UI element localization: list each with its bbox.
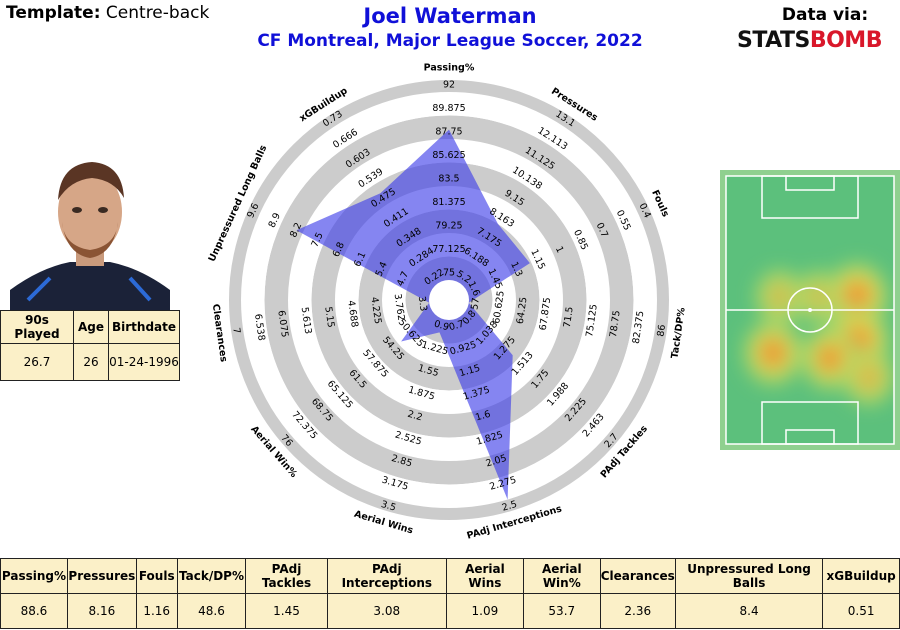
radar-tick-label: 3.5	[380, 499, 398, 514]
radar-tick-label: 5.613	[299, 306, 314, 334]
team-league-subtitle: CF Montreal, Major League Soccer, 2022	[257, 31, 643, 51]
logo-stats-text: STATS	[737, 28, 810, 53]
touch-heatmap-pitch	[720, 170, 900, 450]
radar-tick-label: 4.225	[368, 296, 383, 324]
radar-axis-label: Tack/DP%	[669, 306, 687, 359]
stats-value-cell: 1.16	[135, 593, 178, 629]
radar-tick-label: 3.762	[392, 293, 407, 321]
radar-tick-label: 87.75	[435, 127, 462, 138]
radar-tick-label: 1.6	[474, 409, 492, 424]
template-label: Template: Centre-back	[6, 3, 209, 23]
radar-player-shape	[296, 129, 530, 500]
data-via-label: Data via:	[781, 5, 869, 25]
statsbomb-logo: STATSBOMB	[737, 28, 882, 53]
heat-blob	[768, 283, 792, 310]
radar-center-hole	[429, 280, 469, 320]
stats-header-row: Passing% Pressures Fouls Tack/DP% PAdj Tackl…	[0, 558, 900, 594]
radar-tick-label: 3.3	[416, 296, 429, 313]
radar-tick-label: 71.5	[562, 306, 576, 329]
stats-value-cell: 1.45	[245, 593, 328, 629]
radar-tick-label: 0.9	[433, 318, 451, 333]
heat-blob	[807, 284, 830, 309]
radar-tick-label: 64.25	[515, 296, 530, 324]
heat-blob	[765, 344, 781, 362]
stats-header-cell: xGBuildup	[822, 558, 900, 594]
player-name-title: Joel Waterman	[363, 4, 537, 28]
heat-blob	[856, 363, 882, 391]
stats-value-cell: 0.51	[822, 593, 900, 629]
stats-value-cell: 2.36	[599, 593, 676, 629]
template-label-value: Centre-back	[105, 3, 210, 23]
radar-tick-label: 82.375	[631, 310, 647, 344]
stats-header-cell: Aerial Wins	[445, 558, 524, 594]
stats-value-cell: 48.6	[176, 593, 247, 629]
radar-tick-label: 89.875	[432, 103, 465, 114]
radar-tick-label: 6.538	[252, 313, 267, 341]
stats-header-cell: Pressures	[66, 558, 137, 594]
radar-tick-label: 79.25	[435, 221, 462, 232]
radar-tick-label: 4.688	[345, 300, 360, 328]
radar-axis-label: Clearances	[210, 303, 229, 363]
stats-value-cell: 1.09	[445, 593, 524, 629]
radar-chart: 75 77.125 79.25 81.375 83.5 85.625 87.75 89.875…	[207, 63, 688, 542]
radar-tick-label: 0.7	[448, 318, 466, 333]
radar-outer-ring	[229, 80, 669, 520]
radar-tick-label: 83.5	[438, 174, 459, 185]
stats-header-cell: Unpressured Long Balls	[674, 558, 824, 594]
radar-tick-label: 75.125	[584, 303, 600, 337]
radar-tick-label: 57	[469, 297, 482, 311]
radar-tick-label: 75	[443, 268, 455, 279]
player-photo	[10, 162, 170, 310]
radar-tick-label: 78.75	[608, 310, 623, 338]
info-value-age: 26	[73, 343, 109, 381]
radar-tick-label: 85.625	[432, 150, 465, 161]
info-header-90s: 90s Played	[0, 310, 74, 344]
heat-blob	[773, 289, 786, 304]
heat-blobs	[743, 262, 894, 406]
info-value-90s: 26.7	[0, 343, 74, 381]
heat-blob	[862, 369, 876, 384]
stats-header-cell: PAdj Interceptions	[326, 558, 447, 594]
radar-tick-label: 86	[655, 324, 668, 338]
radar-tick-label: 2.5	[501, 499, 519, 514]
stats-value-cell: 53.7	[522, 593, 601, 629]
radar-tick-label: 81.375	[432, 197, 465, 208]
player-info-table: 90s Played Age Birthdate 26.7 26 01-24-1…	[0, 310, 180, 381]
stats-value-cell: 8.16	[66, 593, 137, 629]
radar-tick-label: 77.125	[432, 244, 465, 255]
info-header-age: Age	[73, 310, 109, 344]
stats-table: Passing% Pressures Fouls Tack/DP% PAdj Tackl…	[0, 558, 900, 629]
radar-tick-label: 5.15	[322, 306, 336, 329]
info-header-birthdate: Birthdate	[108, 310, 180, 344]
radar-tick-label: 92	[443, 80, 455, 91]
radar-tick-label: 67.875	[538, 297, 554, 331]
radar-ring	[241, 92, 657, 508]
radar-ring	[264, 115, 634, 485]
stats-header-cell: Aerial Win%	[522, 558, 601, 594]
stats-value-cell: 88.6	[0, 593, 68, 629]
stats-value-cell: 8.4	[674, 593, 824, 629]
heat-blob	[822, 349, 838, 367]
stats-header-cell: Fouls	[135, 558, 178, 594]
stats-header-cell: Tack/DP%	[176, 558, 247, 594]
stats-value-row: 88.6 8.16 1.16 48.6 1.45 3.08 1.09 53.7 2.36 8.4 0…	[0, 593, 900, 629]
stats-value-cell: 3.08	[326, 593, 447, 629]
stats-header-cell: Clearances	[599, 558, 676, 594]
info-value-birthdate: 01-24-1996	[108, 343, 180, 381]
stats-header-cell: Passing%	[0, 558, 68, 594]
radar-shape	[296, 129, 530, 500]
radar-tick-label: 2.2	[406, 409, 424, 424]
template-label-key: Template:	[6, 3, 101, 23]
stats-header-cell: PAdj Tackles	[245, 558, 328, 594]
radar-tick-label: 60.625	[491, 290, 507, 324]
radar-tick-label: 7	[230, 327, 242, 335]
logo-bomb-text: BOMB	[809, 28, 883, 53]
radar-axis-label: Passing%	[424, 63, 475, 74]
heat-blob	[848, 287, 866, 306]
radar-tick-label: 6.075	[275, 310, 290, 338]
radar-tick-label: 1	[553, 245, 566, 255]
